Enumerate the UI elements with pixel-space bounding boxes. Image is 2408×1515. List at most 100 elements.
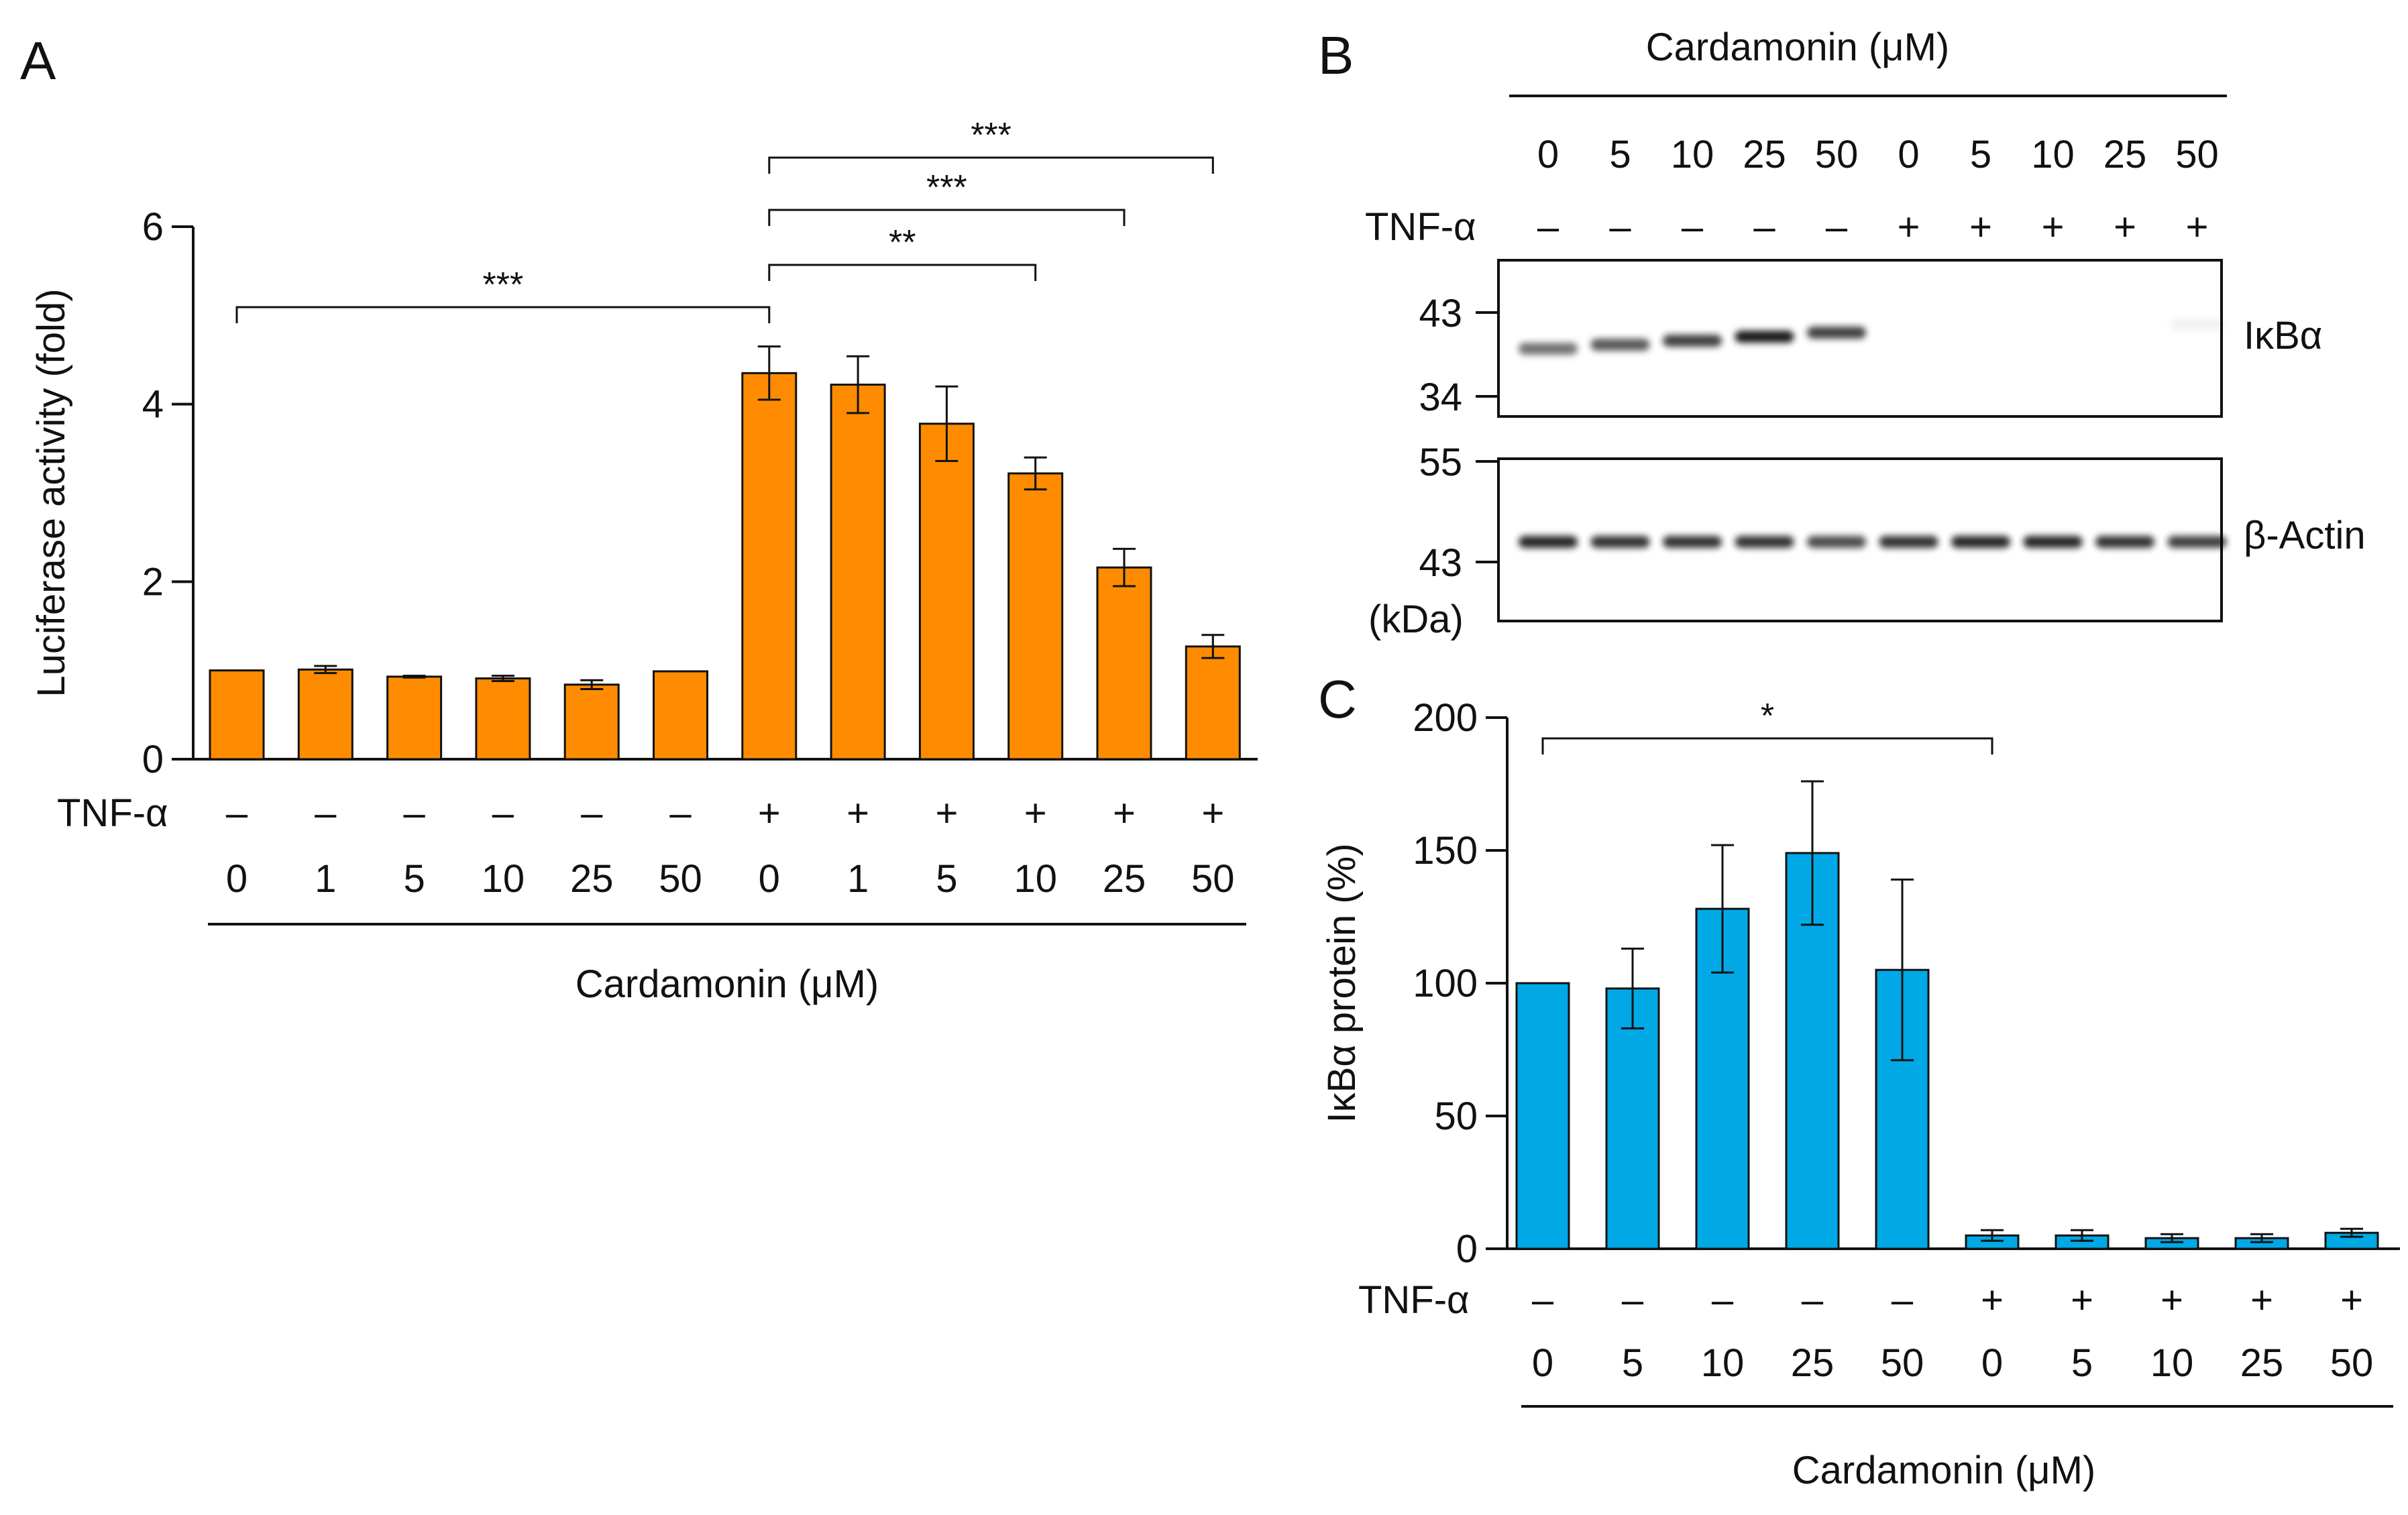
x-tick-label: 25 xyxy=(1103,857,1146,901)
blot-title: Cardamonin (μM) xyxy=(1646,25,1949,69)
blot-band xyxy=(1951,536,2010,548)
error-bar xyxy=(402,675,426,679)
blot-actin-marker-43: 43 xyxy=(1419,541,1462,585)
significance-bracket: *** xyxy=(235,266,771,323)
x-tick-label: 0 xyxy=(226,857,248,901)
error-bar xyxy=(2160,1233,2183,1243)
error-bar xyxy=(491,675,514,683)
blot-lane-dose: 25 xyxy=(1743,133,1786,176)
x-tick-label: 5 xyxy=(403,857,425,901)
blot-band xyxy=(1807,536,1866,548)
tnf-sign: – xyxy=(1802,1278,1824,1322)
tnf-sign: + xyxy=(1201,791,1224,835)
tnf-sign: – xyxy=(1622,1278,1644,1322)
error-bar xyxy=(1981,1229,2004,1242)
blot-lane-tnf: – xyxy=(1609,205,1631,249)
tnf-sign: + xyxy=(1113,791,1136,835)
blot-lane-dose: 50 xyxy=(2175,133,2219,176)
error-bar xyxy=(1113,547,1136,587)
blot-lane-dose: 5 xyxy=(1609,133,1631,176)
x-tick-label: 5 xyxy=(2071,1341,2093,1385)
blot-band xyxy=(1590,536,1650,548)
blot-band xyxy=(1735,536,1794,548)
tnf-sign: + xyxy=(758,791,781,835)
error-bar xyxy=(935,385,959,462)
y-tick-label: 50 xyxy=(1434,1095,1478,1138)
x-tick-label: 10 xyxy=(482,857,525,901)
x-tick-label: 10 xyxy=(1701,1341,1745,1385)
bar xyxy=(209,669,265,761)
tnf-sign: + xyxy=(1981,1278,2004,1322)
significance-bracket: * xyxy=(1541,697,1993,754)
x-tick-label: 50 xyxy=(1191,857,1235,901)
panel-label-c: C xyxy=(1318,669,1357,729)
bar xyxy=(386,675,443,761)
x-tick-label: 50 xyxy=(2330,1341,2374,1385)
y-tick-label: 2 xyxy=(142,560,164,604)
blot-band xyxy=(1519,536,1578,548)
blot-band xyxy=(1663,536,1722,548)
error-bar xyxy=(2071,1229,2093,1242)
x-tick-label: 10 xyxy=(1014,857,1057,901)
blot-band xyxy=(2167,536,2227,548)
bar xyxy=(1515,982,1570,1250)
tnf-sign: + xyxy=(846,791,869,835)
blot-lane-tnf: + xyxy=(2042,205,2065,249)
bar xyxy=(1096,566,1152,761)
x-tick-label: 25 xyxy=(2240,1341,2284,1385)
tnf-sign: – xyxy=(1532,1278,1554,1322)
tnf-sign: – xyxy=(492,791,514,835)
blot-band xyxy=(2023,536,2083,548)
bar xyxy=(563,683,620,761)
blot-lane-tnf: – xyxy=(1753,205,1775,249)
y-tick-label: 6 xyxy=(142,205,164,249)
blot-band xyxy=(1807,327,1866,339)
error-bar xyxy=(2340,1227,2363,1238)
bar xyxy=(918,423,975,761)
x-tick-label: 25 xyxy=(1791,1341,1835,1385)
significance-label: *** xyxy=(483,266,524,304)
x-tick-label: 25 xyxy=(570,857,614,901)
tnf-sign: – xyxy=(1712,1278,1734,1322)
blot-actin-marker-55: 55 xyxy=(1419,441,1462,484)
bar xyxy=(1185,645,1241,761)
bar xyxy=(653,670,708,761)
bar xyxy=(1605,987,1660,1250)
tnf-sign: + xyxy=(2160,1278,2183,1322)
error-bar xyxy=(757,345,781,401)
tnf-sign: + xyxy=(2071,1278,2093,1322)
significance-bracket: *** xyxy=(768,116,1214,174)
y-tick-label: 0 xyxy=(142,738,164,781)
blot-band xyxy=(1879,536,1938,548)
chart-a-x-label: Cardamonin (μM) xyxy=(576,962,879,1006)
blot-actin-label: β-Actin xyxy=(2244,514,2366,557)
significance-bracket: *** xyxy=(768,168,1126,226)
bar xyxy=(297,668,353,761)
y-tick-label: 4 xyxy=(142,383,164,427)
error-bar xyxy=(1801,780,1824,926)
blot-lane-dose: 5 xyxy=(1970,133,1991,176)
blot-lane-tnf: + xyxy=(1898,205,1920,249)
blot-lane-dose: 0 xyxy=(1898,133,1919,176)
x-tick-label: 50 xyxy=(1881,1341,1924,1385)
x-tick-label: 0 xyxy=(759,857,780,901)
tnf-sign: + xyxy=(1024,791,1047,835)
tnf-sign: – xyxy=(226,791,248,835)
tnf-sign: – xyxy=(1892,1278,1914,1322)
chart-c-x-label: Cardamonin (μM) xyxy=(1792,1449,2095,1492)
western-blot: Cardamonin (μM) 0 5 10 25 50 0 5 10 25 50 TNF-α –… xyxy=(1365,25,2366,641)
blot-band xyxy=(1519,343,1578,355)
error-bar xyxy=(580,679,604,690)
x-tick-label: 50 xyxy=(659,857,702,901)
blot-lane-tnf: + xyxy=(2186,205,2209,249)
significance-label: * xyxy=(1761,697,1774,736)
error-bar xyxy=(1621,948,1644,1029)
blot-lane-tnf: + xyxy=(1969,205,1992,249)
bar xyxy=(830,384,886,761)
blot-kda-unit: (kDa) xyxy=(1368,598,1464,641)
blot-band xyxy=(1590,339,1650,351)
bar xyxy=(475,677,531,761)
blot-lane-tnf: – xyxy=(1537,205,1559,249)
